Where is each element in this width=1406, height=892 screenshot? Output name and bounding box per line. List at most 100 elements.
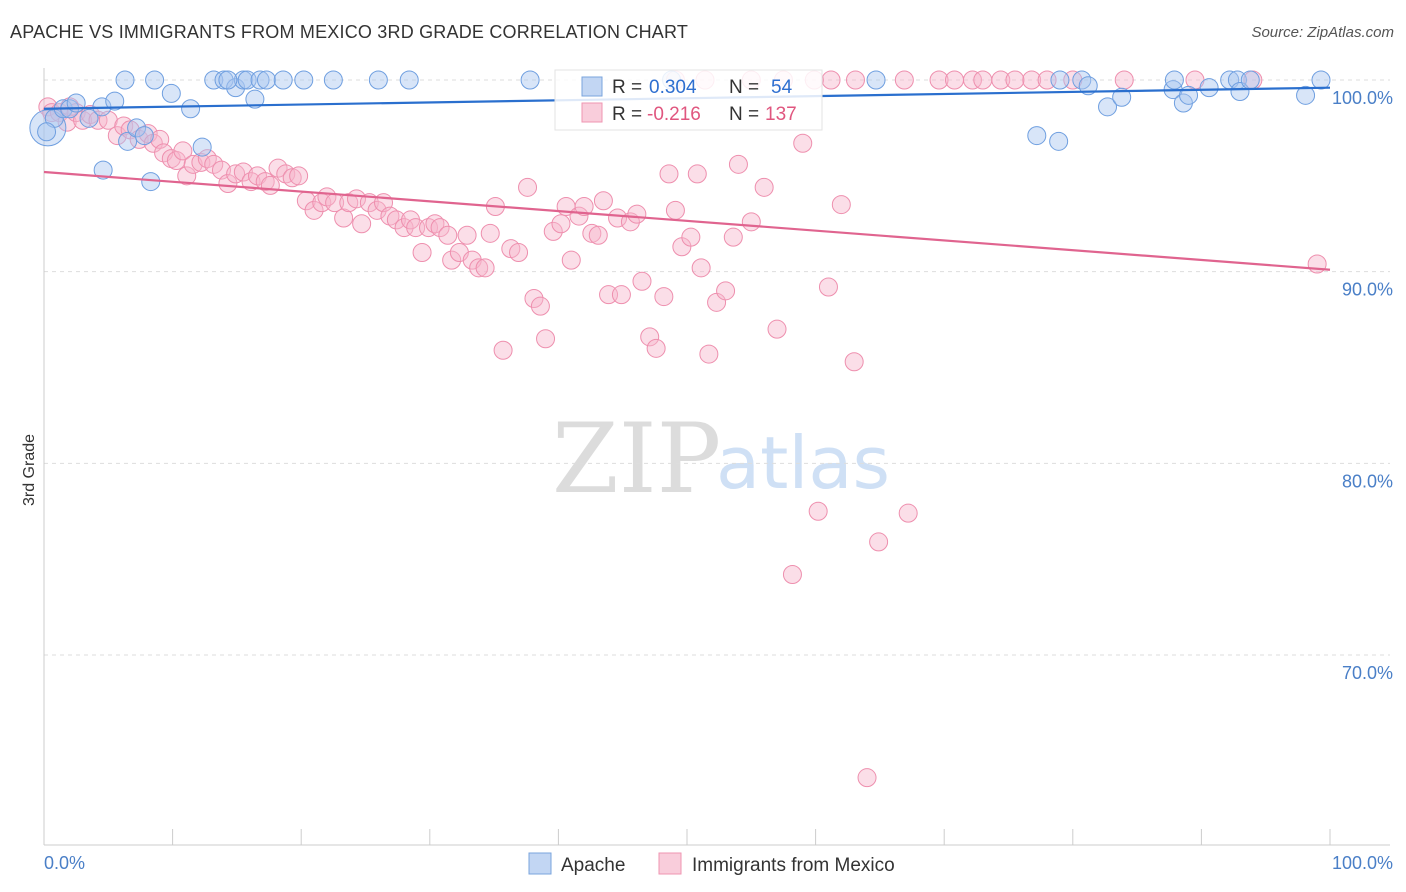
data-point	[536, 329, 556, 349]
data-point	[681, 227, 701, 247]
data-point	[894, 70, 914, 90]
data-point	[845, 70, 865, 90]
data-point	[1296, 85, 1316, 105]
data-point	[1240, 70, 1260, 90]
data-point	[593, 191, 613, 211]
data-point	[394, 218, 414, 238]
data-point	[646, 338, 666, 358]
data-point	[1022, 70, 1042, 90]
data-point	[665, 200, 685, 220]
data-point	[716, 281, 736, 301]
data-point	[115, 70, 135, 90]
data-point	[105, 91, 125, 111]
data-point	[268, 158, 288, 178]
data-point	[107, 126, 127, 146]
bottom-legend-label-mexico: Immigrants from Mexico	[692, 855, 895, 876]
data-point	[294, 70, 314, 90]
data-point	[1005, 70, 1025, 90]
data-point	[255, 172, 275, 192]
data-point	[37, 122, 57, 142]
data-point	[161, 83, 181, 103]
data-point	[509, 243, 529, 262]
data-point	[754, 177, 774, 197]
data-point	[79, 108, 99, 128]
bottom-legend-label-apache: Apache	[561, 855, 625, 876]
data-point	[782, 565, 802, 584]
data-point	[368, 70, 388, 90]
bottom-legend-swatch-mexico	[658, 852, 682, 875]
data-point	[304, 200, 324, 220]
data-point	[543, 221, 563, 241]
data-point	[282, 168, 302, 188]
data-point	[438, 225, 458, 245]
data-point	[1114, 70, 1134, 90]
data-point	[831, 195, 851, 215]
y-tick-label: 80.0%	[1342, 471, 1393, 491]
data-point	[973, 70, 993, 90]
data-point	[226, 78, 246, 98]
data-point	[399, 70, 419, 90]
data-point	[475, 258, 495, 278]
data-point	[247, 166, 267, 186]
data-point	[723, 227, 743, 247]
data-point	[173, 141, 193, 161]
data-point	[38, 97, 58, 117]
data-point	[518, 177, 538, 197]
data-point	[944, 70, 964, 90]
y-tick-label: 100.0%	[1332, 88, 1393, 108]
x-tick-label-max: 100.0%	[1332, 853, 1393, 873]
data-point	[93, 160, 113, 180]
data-point	[177, 166, 197, 186]
data-point	[818, 277, 838, 297]
data-point	[118, 131, 138, 151]
data-point	[627, 204, 647, 224]
data-point	[632, 271, 652, 291]
data-point	[898, 503, 918, 523]
data-point	[480, 223, 500, 243]
legend-n-value-apache: 54	[771, 77, 793, 98]
data-point	[1049, 131, 1069, 151]
data-point	[561, 250, 581, 270]
data-point	[127, 118, 147, 138]
data-point	[430, 218, 450, 238]
data-point	[469, 258, 489, 278]
source-attribution: Source: ZipAtlas.com	[1251, 24, 1394, 41]
x-tick-label-min: 0.0%	[44, 853, 85, 873]
data-point	[699, 344, 719, 364]
data-point	[181, 99, 201, 119]
data-point	[183, 154, 203, 174]
data-point	[289, 166, 309, 186]
data-point	[367, 200, 387, 220]
data-point	[256, 70, 276, 90]
data-point	[611, 285, 631, 305]
legend-n-label-apache: N =	[729, 77, 759, 98]
data-point	[204, 70, 224, 90]
data-point	[866, 70, 886, 90]
data-point	[323, 70, 343, 90]
legend-swatch-mexico	[581, 102, 603, 123]
data-point	[582, 223, 602, 243]
data-point	[226, 164, 246, 184]
legend-r-label-mexico: R =	[612, 104, 642, 125]
data-point	[218, 70, 238, 90]
data-point	[218, 174, 238, 193]
data-point	[334, 208, 354, 228]
data-point	[412, 243, 432, 262]
data-point	[352, 214, 372, 234]
legend-r-label-apache: R =	[612, 77, 642, 98]
data-point	[524, 289, 544, 308]
legend-r-value-mexico: -0.216	[647, 104, 701, 125]
y-tick-label: 70.0%	[1342, 663, 1393, 683]
data-point	[425, 214, 445, 234]
legend-swatch-apache	[581, 76, 603, 97]
data-point	[442, 250, 462, 270]
data-point	[233, 162, 253, 182]
chart-title: APACHE VS IMMIGRANTS FROM MEXICO 3RD GRA…	[10, 22, 689, 42]
data-point	[654, 287, 674, 307]
data-point	[73, 110, 93, 130]
data-point	[728, 154, 748, 174]
series-legend: Apache Immigrants from Mexico	[528, 852, 895, 876]
data-point	[1311, 70, 1331, 90]
data-point	[1164, 70, 1184, 90]
mexico-trendline	[43, 170, 1331, 271]
